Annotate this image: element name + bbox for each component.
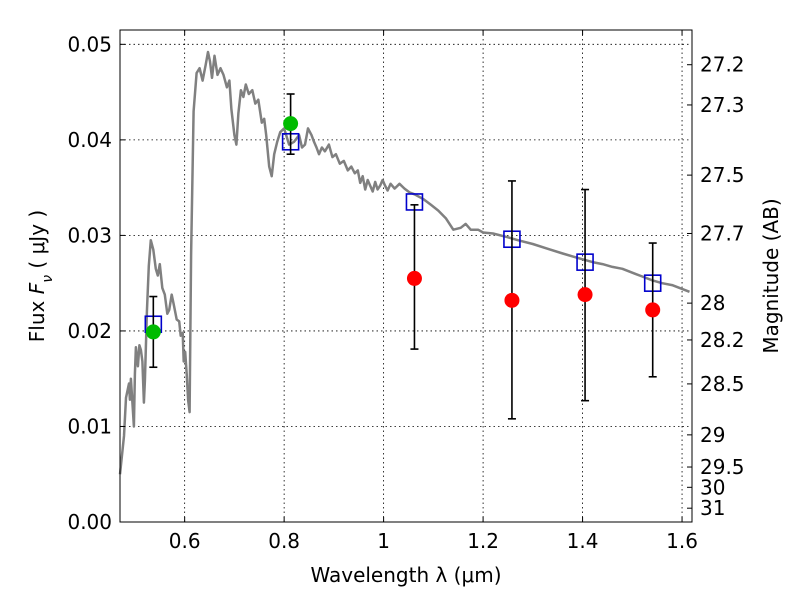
y-axis-label-post: ( μJy )	[25, 210, 49, 275]
series	[118, 50, 690, 475]
y-axis-label-var: F	[25, 282, 49, 294]
y2-tick-label: 27.7	[700, 221, 745, 245]
y2-tick-label: 28.2	[700, 328, 745, 352]
observed-optical-point	[283, 116, 299, 132]
y-axis-label-sub: ν	[40, 275, 56, 283]
y-tick-label: 0.00	[67, 510, 112, 534]
x-tick-label: 0.8	[268, 529, 300, 553]
model-sed-line	[118, 50, 690, 475]
y2-tick-label: 28	[700, 291, 725, 315]
y2-tick-label: 31	[700, 496, 725, 520]
y-axis-label: Flux Fν ( μJy )	[25, 210, 56, 342]
y-tick-label: 0.02	[67, 319, 112, 343]
y2-tick-label: 30	[700, 475, 725, 499]
x-tick-label: 1.4	[567, 529, 599, 553]
observed-nir-point	[645, 302, 661, 318]
y2-tick-label: 27.3	[700, 93, 745, 117]
y2-tick-label: 27.5	[700, 163, 745, 187]
x-axis-label: Wavelength λ (μm)	[310, 563, 501, 587]
y2-axis-label: Magnitude (AB)	[759, 198, 783, 353]
ticks: 0.6 0.8 1 1.2 1.4 1.6 0.00 0.01 0.02 0.03 0.04 0.05…	[67, 30, 745, 553]
x-tick-label: 0.6	[169, 529, 201, 553]
x-tick-label: 1	[377, 529, 390, 553]
y-tick-label: 0.05	[67, 32, 112, 56]
y-tick-label: 0.03	[67, 223, 112, 247]
y2-tick-label: 27.2	[700, 53, 745, 77]
y2-tick-label: 29.5	[700, 455, 745, 479]
observed-optical-point	[145, 324, 161, 340]
y-tick-label: 0.04	[67, 128, 112, 152]
grid	[120, 30, 692, 523]
y2-tick-label: 29	[700, 423, 725, 447]
x-tick-label: 1.2	[467, 529, 499, 553]
y-tick-label: 0.01	[67, 414, 112, 438]
plot-frame	[119, 29, 693, 523]
y2-tick-label: 28.5	[700, 372, 745, 396]
observed-nir-point	[504, 292, 520, 308]
y-axis-label-pre: Flux	[25, 294, 49, 342]
x-tick-label: 1.6	[666, 529, 698, 553]
observed-nir-point	[577, 287, 593, 303]
observed-nir-point	[406, 270, 422, 286]
